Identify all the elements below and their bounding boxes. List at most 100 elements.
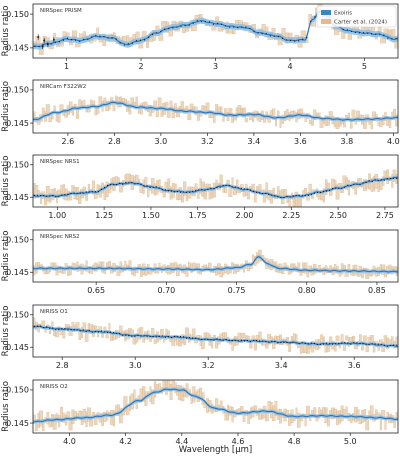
data-point: [358, 32, 361, 34]
x-tick-label: 4.0: [63, 437, 76, 446]
data-point: [216, 338, 218, 340]
observation-box: [210, 337, 214, 349]
data-point: [172, 27, 174, 29]
panel-title: NIRCam F322W2: [40, 84, 86, 90]
data-point: [222, 340, 224, 342]
model-band: [33, 387, 398, 424]
data-point: [54, 41, 56, 43]
data-point: [332, 187, 334, 190]
axes-frame: [32, 304, 399, 358]
data-point: [83, 38, 85, 41]
data-point: [328, 189, 331, 192]
data-point: [58, 41, 60, 43]
legend-swatch: [321, 10, 331, 15]
outlier-point: [46, 43, 49, 46]
data-point: [229, 26, 231, 28]
y-tick-label: 0.145: [6, 419, 29, 428]
data-point: [322, 190, 325, 192]
data-point: [295, 195, 297, 197]
data-point: [335, 343, 337, 345]
observation-box: [151, 328, 155, 339]
data-point: [106, 184, 109, 187]
y-tick-label: 0.150: [6, 236, 29, 245]
data-point: [156, 32, 158, 34]
data-point: [338, 342, 340, 345]
y-tick-label: 0.145: [6, 343, 29, 352]
x-tick-label: 5: [362, 62, 367, 71]
data-point: [74, 39, 77, 41]
data-point: [368, 343, 370, 346]
observation-box: [153, 381, 157, 398]
data-point: [253, 30, 255, 33]
x-tick-label: 4.6: [232, 437, 245, 446]
data-point: [161, 335, 163, 337]
data-point: [271, 340, 273, 342]
data-point: [310, 20, 312, 23]
data-point: [160, 31, 162, 33]
data-point: [155, 186, 157, 188]
observation-box: [203, 184, 208, 200]
data-point: [67, 193, 69, 195]
data-point: [176, 190, 179, 193]
data-point: [307, 343, 309, 345]
data-point: [131, 335, 133, 337]
observation-box: [272, 108, 276, 117]
observation-box: [155, 110, 159, 118]
data-point: [146, 185, 148, 187]
observation-box: [154, 183, 157, 196]
legend-entry: Exoiris: [334, 11, 352, 17]
data-point: [316, 343, 318, 345]
observation-box: [253, 405, 257, 411]
observation-box: [276, 110, 280, 116]
data-point: [371, 343, 373, 345]
data-point: [122, 183, 124, 185]
data-point: [268, 193, 270, 196]
data-point: [362, 343, 364, 345]
x-tick-label: 2.75: [376, 211, 394, 220]
data-point: [152, 186, 154, 188]
data-point: [262, 192, 264, 195]
data-point: [354, 31, 357, 33]
observation-box: [347, 180, 351, 196]
data-point: [225, 25, 227, 27]
observation-box: [345, 335, 349, 341]
data-point: [61, 328, 63, 330]
observation-box: [219, 400, 223, 408]
data-point: [228, 339, 230, 341]
data-point: [371, 33, 373, 35]
data-point: [313, 342, 315, 344]
x-tick-label: 2.6: [62, 137, 75, 146]
data-point: [164, 189, 166, 191]
data-point: [389, 344, 391, 347]
data-point: [170, 336, 172, 339]
data-point: [252, 190, 255, 192]
data-point: [109, 184, 112, 186]
observation-box: [208, 183, 211, 200]
data-point: [143, 335, 145, 337]
observation-box: [303, 262, 308, 274]
data-point: [289, 196, 291, 198]
x-tick-label: 1: [64, 62, 69, 71]
data-point: [168, 27, 170, 30]
data-point: [70, 328, 72, 331]
data-point: [147, 36, 150, 38]
panel-title: NIRISS O2: [40, 384, 68, 390]
x-tick-label: 3.0: [129, 361, 142, 370]
data-point: [188, 24, 190, 26]
panel-title: NIRSpec PRISM: [40, 8, 82, 14]
data-point: [143, 39, 146, 41]
data-point: [304, 342, 306, 344]
observation-box: [155, 384, 159, 390]
data-point: [387, 37, 389, 39]
data-point: [347, 184, 349, 187]
data-points: [34, 11, 397, 47]
observation-box: [365, 345, 369, 353]
observation-box: [395, 114, 398, 127]
x-tick-label: 3.6: [294, 137, 307, 146]
data-point: [38, 45, 40, 47]
observation-box: [326, 341, 331, 352]
observation-box: [71, 105, 74, 116]
data-point: [277, 196, 279, 198]
data-point: [76, 192, 78, 194]
